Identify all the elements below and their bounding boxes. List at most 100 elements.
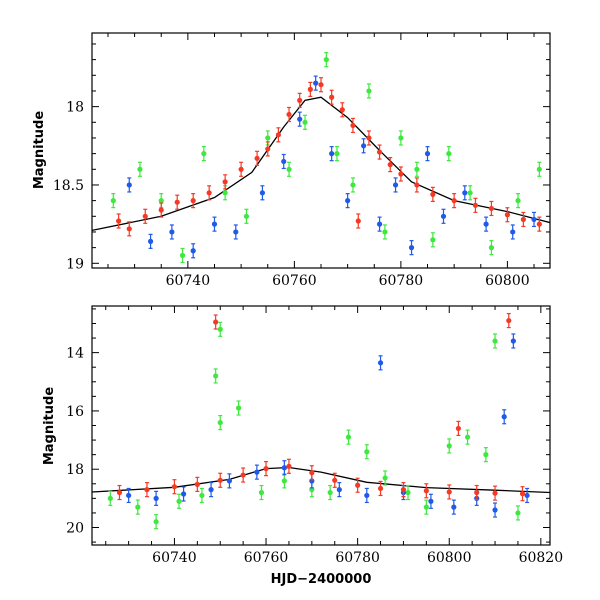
red-data-point	[492, 485, 498, 501]
x-tick-label: 60740	[166, 273, 211, 289]
plot-frame	[91, 32, 551, 269]
y-tick-label: 20	[66, 521, 84, 537]
blue-data-point	[428, 493, 434, 509]
blue-data-point	[226, 473, 232, 489]
red-data-point	[446, 484, 452, 500]
plot-area	[92, 312, 550, 530]
red-data-point	[263, 461, 269, 477]
green-data-point	[110, 193, 116, 209]
blue-data-point	[281, 153, 287, 170]
red-data-point	[488, 200, 495, 217]
red-data-point	[213, 314, 219, 330]
red-data-point	[520, 211, 526, 228]
red-data-point	[217, 472, 223, 488]
green-data-point	[345, 429, 352, 445]
red-data-point	[366, 130, 372, 146]
green-data-point	[323, 52, 329, 68]
plot-area	[92, 52, 550, 264]
y-tick-label: 14	[66, 346, 84, 362]
red-data-point	[355, 213, 361, 229]
red-data-point	[400, 482, 407, 498]
green-data-point	[302, 114, 308, 130]
blue-data-point	[329, 146, 335, 162]
blue-data-point	[510, 333, 516, 349]
x-tick-label: 60780	[335, 550, 380, 566]
x-tick-label: 60760	[244, 550, 289, 566]
red-data-point	[519, 486, 526, 502]
blue-data-point	[208, 482, 214, 498]
red-data-point	[504, 207, 510, 223]
red-data-point	[472, 197, 479, 213]
red-data-point	[455, 420, 461, 437]
red-data-point	[171, 479, 178, 495]
blue-data-point	[408, 240, 415, 256]
green-data-point	[364, 444, 370, 460]
red-data-point	[307, 81, 313, 98]
red-data-point	[355, 477, 361, 493]
blue-data-point	[492, 502, 498, 518]
blue-data-point	[297, 111, 303, 127]
red-data-point	[398, 166, 404, 182]
green-data-point	[467, 185, 473, 201]
green-data-point	[199, 487, 205, 504]
green-data-point	[258, 484, 265, 501]
green-data-point	[423, 499, 429, 515]
blue-data-point	[524, 487, 530, 504]
red-data-point	[377, 480, 384, 497]
blue-data-point	[376, 216, 383, 232]
green-data-point	[483, 447, 489, 463]
red-data-point	[297, 92, 303, 108]
blue-data-point	[345, 193, 351, 209]
red-data-point	[238, 161, 244, 177]
blue-data-point	[254, 464, 260, 480]
green-data-point	[235, 400, 242, 416]
red-data-point	[309, 465, 315, 481]
green-data-point	[414, 161, 420, 177]
green-data-point	[398, 130, 404, 146]
green-data-point	[382, 470, 388, 486]
green-data-point	[405, 484, 411, 501]
blue-data-point	[281, 460, 287, 476]
green-data-point	[446, 146, 452, 162]
blue-data-point	[531, 211, 537, 228]
red-data-point	[275, 127, 281, 143]
y-tick-label: 16	[66, 404, 84, 420]
green-data-point	[366, 83, 372, 99]
plot-frame	[91, 305, 551, 546]
red-data-point	[451, 193, 457, 209]
blue-data-point	[233, 224, 239, 240]
blue-data-point	[259, 185, 266, 201]
green-data-point	[243, 208, 250, 224]
blue-data-point	[126, 177, 132, 193]
model-fit-curve	[92, 466, 550, 494]
red-data-point	[474, 484, 480, 501]
green-data-point	[281, 473, 287, 489]
blue-data-point	[336, 482, 342, 498]
red-data-point	[206, 185, 212, 201]
red-data-point	[116, 484, 123, 501]
blue-data-point	[392, 177, 399, 193]
green-data-point	[217, 414, 223, 431]
red-data-point	[376, 144, 383, 160]
red-data-point	[387, 157, 393, 173]
blue-data-point	[510, 224, 516, 240]
red-data-point	[332, 472, 338, 488]
green-data-point	[286, 161, 292, 177]
green-data-point	[334, 146, 340, 162]
blue-data-point	[462, 185, 468, 201]
red-data-point	[158, 202, 164, 218]
red-data-point	[174, 194, 180, 210]
red-data-point	[126, 221, 132, 237]
bottom-y-axis-label: Magnitude	[42, 387, 57, 466]
green-data-point	[107, 490, 113, 506]
red-data-point	[190, 193, 196, 209]
green-data-point	[213, 368, 219, 384]
blue-data-point	[451, 499, 457, 515]
y-tick-label: 19	[66, 256, 84, 272]
green-data-point	[446, 438, 452, 454]
green-data-point	[176, 493, 182, 509]
green-data-point	[430, 232, 436, 248]
red-data-point	[350, 117, 356, 134]
blue-data-point	[377, 355, 384, 371]
